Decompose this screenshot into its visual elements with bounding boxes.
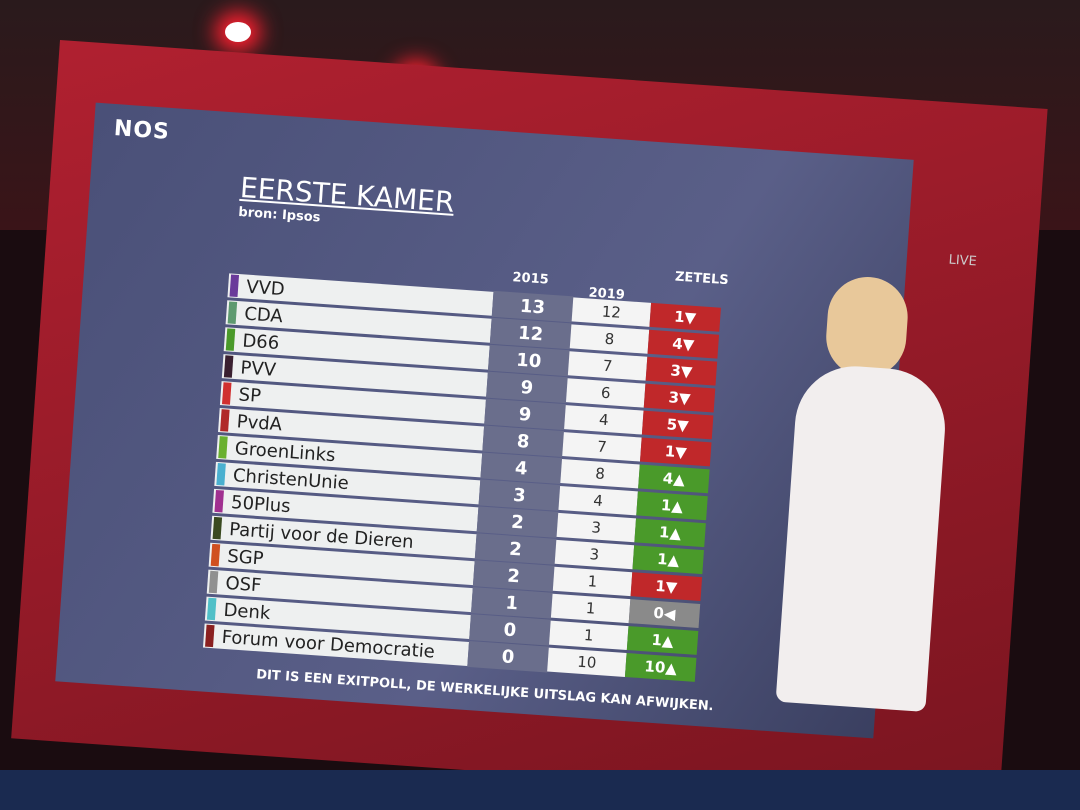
seats-2019: 1 <box>549 620 629 651</box>
table: VVD 13 12 1▼ CDA 12 8 4▼ D66 10 7 3▼ PVV 9 6 3▼ SP 9 4 5▼ Pv… <box>202 272 721 683</box>
screen: NOS LIVE EERSTE KAMER bron: Ipsos 2015 2… <box>11 40 1048 808</box>
stage <box>0 770 1080 810</box>
seats-2015: 8 <box>482 425 564 458</box>
seats-2019: 1 <box>550 593 631 624</box>
seat-change: 1▲ <box>626 626 699 655</box>
party-swatch <box>220 409 230 432</box>
seat-change: 3▼ <box>645 356 718 386</box>
party-name: CDA <box>243 303 284 327</box>
party-swatch <box>214 489 224 513</box>
party-name: VVD <box>245 276 286 300</box>
seats-2015: 0 <box>469 614 551 646</box>
party-name: OSF <box>224 572 263 596</box>
party-name: PVV <box>239 356 277 381</box>
seat-change: 4▲ <box>638 464 710 494</box>
seats-2015: 9 <box>486 371 568 404</box>
party-name: SP <box>237 383 262 407</box>
party-swatch <box>227 301 238 324</box>
party-name: D66 <box>241 329 280 354</box>
seats-2019: 12 <box>571 297 652 327</box>
seats-2019: 3 <box>554 539 635 570</box>
seats-2015: 13 <box>491 290 574 323</box>
logo: NOS <box>113 116 171 145</box>
seats-2019: 4 <box>564 405 644 435</box>
party-name: PvdA <box>236 410 283 435</box>
presenter-head <box>823 274 911 380</box>
seats-2019: 4 <box>558 485 638 516</box>
party-swatch <box>225 328 236 351</box>
seat-change: 1▼ <box>649 302 721 332</box>
party-name: Denk <box>222 599 272 624</box>
seats-2015: 2 <box>474 533 557 565</box>
seat-change: 0◀ <box>628 599 701 628</box>
seats-2019: 1 <box>552 566 633 597</box>
seats-2015: 3 <box>478 479 561 511</box>
seats-2015: 2 <box>476 506 559 538</box>
party-name: 50Plus <box>230 491 292 517</box>
seat-change: 10▲ <box>624 653 697 682</box>
seats-2019: 8 <box>569 324 650 354</box>
seat-change: 1▼ <box>630 572 703 602</box>
party-swatch <box>210 543 221 567</box>
party-name: SGP <box>226 545 265 569</box>
seats-2019: 3 <box>556 512 637 543</box>
party-swatch <box>218 436 228 459</box>
party-swatch <box>206 597 217 621</box>
seats-2015: 2 <box>472 560 555 592</box>
column-header: 2015 <box>512 270 550 288</box>
seat-change: 1▲ <box>634 518 706 548</box>
party-name: ChristenUnie <box>232 464 350 494</box>
lamp <box>225 22 251 42</box>
seats-2019: 8 <box>560 459 640 489</box>
seats-2019: 10 <box>547 647 627 677</box>
seats-2019: 6 <box>565 378 646 408</box>
column-header: ZETELS <box>674 269 730 289</box>
party-swatch <box>205 624 215 648</box>
seats-2015: 4 <box>480 452 563 484</box>
seats-2019: 7 <box>567 351 648 381</box>
party-swatch <box>229 274 240 298</box>
presenter <box>775 362 949 712</box>
seat-change: 1▲ <box>636 491 708 521</box>
party-swatch <box>223 355 234 378</box>
seats-2015: 0 <box>467 640 549 673</box>
party-name: GroenLinks <box>234 437 337 466</box>
seats-2019: 7 <box>562 432 642 462</box>
party-swatch <box>208 570 219 594</box>
seats-2015: 12 <box>489 317 572 350</box>
seat-change: 4▼ <box>647 329 720 359</box>
party-swatch <box>216 463 226 486</box>
channel: LIVE <box>948 252 978 270</box>
seats-2015: 1 <box>471 587 553 619</box>
party-swatch <box>212 516 223 540</box>
graphic: NOS LIVE EERSTE KAMER bron: Ipsos 2015 2… <box>55 102 977 739</box>
seat-change: 1▲ <box>632 545 704 575</box>
seat-change: 3▼ <box>643 383 716 413</box>
seats-2015: 9 <box>484 398 566 431</box>
seats-2015: 10 <box>487 344 570 377</box>
seat-change: 5▼ <box>641 410 714 440</box>
party-swatch <box>221 382 232 405</box>
seat-change: 1▼ <box>640 437 712 467</box>
